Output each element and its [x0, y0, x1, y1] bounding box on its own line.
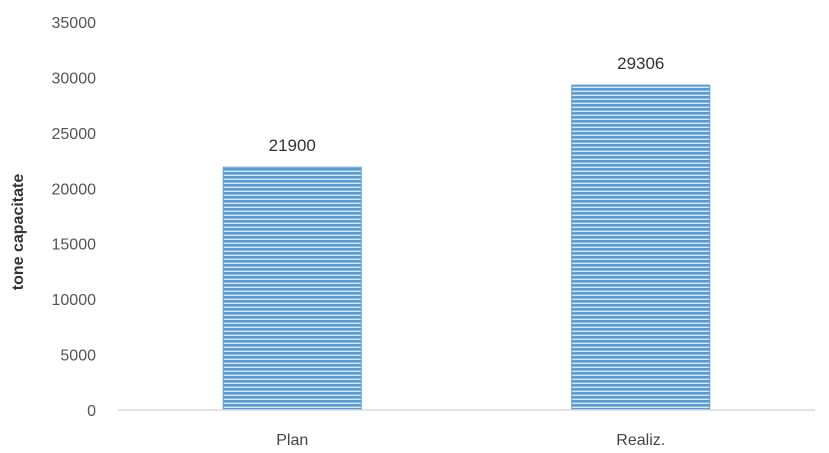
y-axis-label: tone capacitate: [10, 174, 27, 291]
x-category-label: Realiz.: [616, 432, 665, 449]
y-tick-label: 25000: [52, 126, 97, 143]
y-tick-label: 20000: [52, 181, 97, 198]
x-category-label: Plan: [276, 432, 308, 449]
y-tick-label: 30000: [52, 70, 97, 87]
y-axis-ticks: 0 5000 10000 15000 20000 25000 30000 35000: [52, 15, 97, 420]
y-tick-label: 0: [87, 403, 96, 420]
bar-plan: [223, 167, 361, 410]
y-tick-label: 10000: [52, 292, 97, 309]
x-axis-categories: Plan Realiz.: [276, 432, 665, 449]
y-tick-label: 5000: [60, 348, 96, 365]
data-label: 21900: [269, 136, 316, 155]
bars: [223, 85, 710, 410]
data-label: 29306: [617, 54, 664, 73]
bar-realiz: [572, 85, 710, 410]
y-tick-label: 35000: [52, 15, 97, 32]
y-tick-label: 15000: [52, 237, 97, 254]
